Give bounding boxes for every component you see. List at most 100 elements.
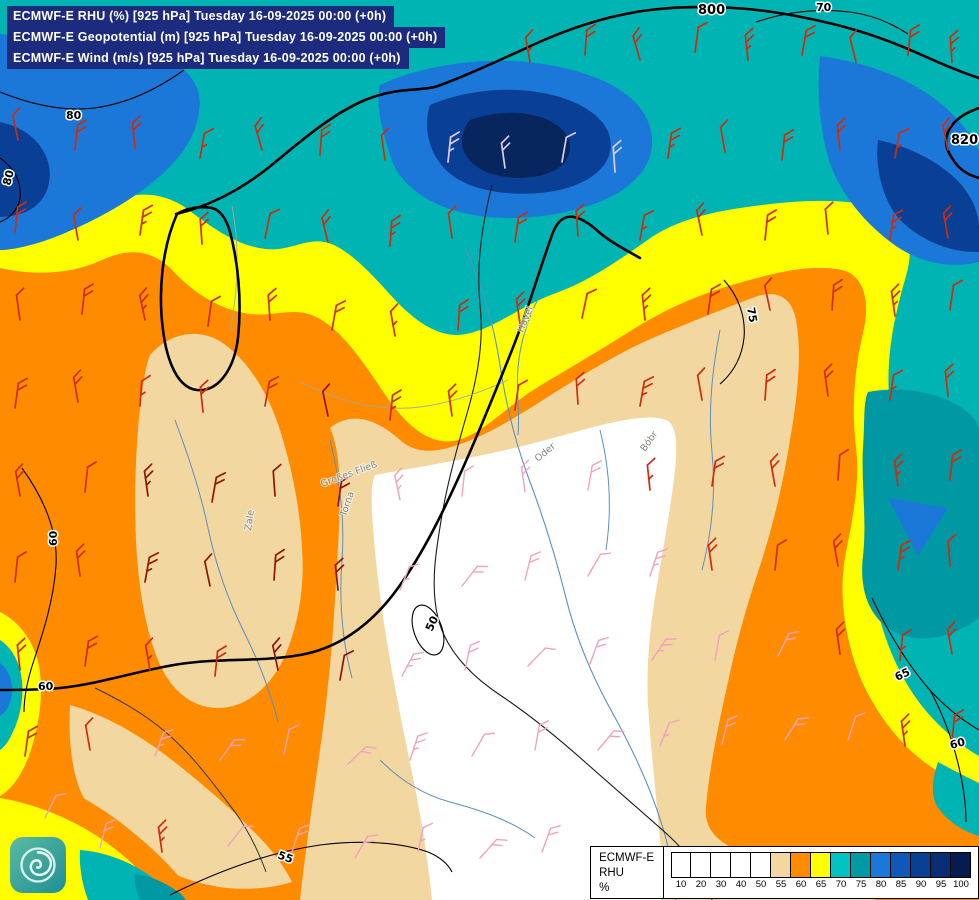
wind-barb xyxy=(942,205,953,239)
wind-barb xyxy=(283,724,299,755)
wind-barb xyxy=(641,287,652,321)
wind-barb xyxy=(889,209,904,241)
wind-barb xyxy=(84,461,98,493)
wind-barb xyxy=(14,201,28,233)
geopotential-contour xyxy=(0,215,642,692)
legend-cell: 75 xyxy=(851,852,871,890)
wind-barb xyxy=(781,129,795,161)
legend-cell: 40 xyxy=(731,852,751,890)
wind-barb xyxy=(524,29,534,63)
swirl-icon xyxy=(20,847,56,883)
wind-barb xyxy=(949,279,964,311)
wind-barb xyxy=(651,638,677,661)
wind-barb xyxy=(203,553,213,587)
legend-parameter: RHU xyxy=(599,867,624,880)
legend-cell: 65 xyxy=(811,852,831,890)
wind-barb xyxy=(889,369,904,401)
legend-cell: 100 xyxy=(951,852,971,890)
wind-barb xyxy=(524,551,541,581)
rhu-contour-70 xyxy=(755,9,909,35)
wind-barb xyxy=(707,537,718,571)
wind-barb xyxy=(514,211,529,243)
legend-swatch xyxy=(731,852,751,879)
wind-barb xyxy=(646,457,656,491)
legend: ECMWF-E RHU % 10 20 30 40 50 55 60 65 70 75 80 85 90… xyxy=(590,846,979,899)
wind-barb xyxy=(632,27,642,61)
wind-barb xyxy=(471,732,496,757)
wind-barb xyxy=(837,448,849,481)
wind-barb xyxy=(946,621,957,655)
wind-barb xyxy=(331,300,347,331)
wind-barb xyxy=(447,131,461,163)
legend-swatch xyxy=(711,852,731,879)
rhu-contour-60 xyxy=(21,467,57,713)
wind-barb xyxy=(74,119,88,151)
wind-barb xyxy=(714,630,729,661)
rhu-contour-label: 80 xyxy=(0,168,17,186)
wind-barb xyxy=(835,621,846,655)
title-line-rhu: ECMWF-E RHU (%) [925 hPa] Tuesday 16-09-… xyxy=(7,6,395,27)
rhu-contour-label: 70 xyxy=(816,1,832,14)
wind-barb xyxy=(836,117,847,151)
wind-barb xyxy=(272,463,282,497)
legend-tick-label: 70 xyxy=(835,879,847,891)
legend-tick-label: 10 xyxy=(675,879,687,891)
wind-barb xyxy=(399,563,420,591)
title-block: ECMWF-E RHU (%) [925 hPa] Tuesday 16-09-… xyxy=(7,6,446,69)
wind-barb xyxy=(784,717,809,741)
wind-barb xyxy=(401,651,425,677)
wind-barb xyxy=(461,565,489,587)
wind-barb xyxy=(347,745,377,765)
wind-barb xyxy=(254,117,264,151)
wind-barb xyxy=(500,135,511,169)
wind-barb xyxy=(271,637,282,671)
wind-barb xyxy=(380,127,390,161)
title-line-geopotential: ECMWF-E Geopotential (m) [925 hPa] Tuesd… xyxy=(7,27,446,48)
wind-barb xyxy=(899,629,913,661)
wind-barb xyxy=(321,209,331,243)
legend-swatch xyxy=(831,852,851,879)
wind-barb xyxy=(75,543,86,577)
wind-barb xyxy=(764,368,776,401)
wind-barb xyxy=(527,647,556,667)
wind-barb xyxy=(639,210,655,241)
wind-barb xyxy=(157,819,168,853)
wind-barb xyxy=(138,287,149,321)
geopotential-pocket xyxy=(159,205,241,392)
wind-barb xyxy=(695,202,706,236)
river-havel xyxy=(516,294,541,436)
legend-swatch xyxy=(751,852,771,879)
wind-barb xyxy=(639,376,655,407)
legend-tick-label: 40 xyxy=(735,879,747,891)
wind-barb xyxy=(667,127,682,159)
wind-barb xyxy=(719,119,729,153)
wind-barb xyxy=(321,383,331,417)
wind-barb xyxy=(14,377,29,409)
legend-swatch xyxy=(671,852,691,879)
wind-barb xyxy=(15,287,25,321)
legend-tick-label: 30 xyxy=(715,879,727,891)
wind-barb xyxy=(354,834,379,859)
country-border xyxy=(433,184,713,900)
geopotential-820 xyxy=(945,106,979,180)
wind-barb xyxy=(264,208,281,239)
legend-cell: 80 xyxy=(871,852,891,890)
wind-barb xyxy=(81,283,95,315)
legend-swatch xyxy=(771,852,791,879)
rhu-contour-label: 60 xyxy=(948,735,966,752)
legend-tick-label: 100 xyxy=(953,879,969,891)
wind-barb xyxy=(144,637,154,671)
wind-barb xyxy=(267,287,278,321)
rhu-contour-60 xyxy=(929,689,967,823)
wind-barb xyxy=(534,720,549,751)
river-oder xyxy=(464,247,677,900)
legend-cell: 95 xyxy=(931,852,951,890)
legend-unit: % xyxy=(599,882,610,895)
wind-barb xyxy=(143,463,154,497)
wind-barb xyxy=(464,640,480,671)
wind-barb xyxy=(131,115,142,149)
wind-barb xyxy=(84,717,94,751)
